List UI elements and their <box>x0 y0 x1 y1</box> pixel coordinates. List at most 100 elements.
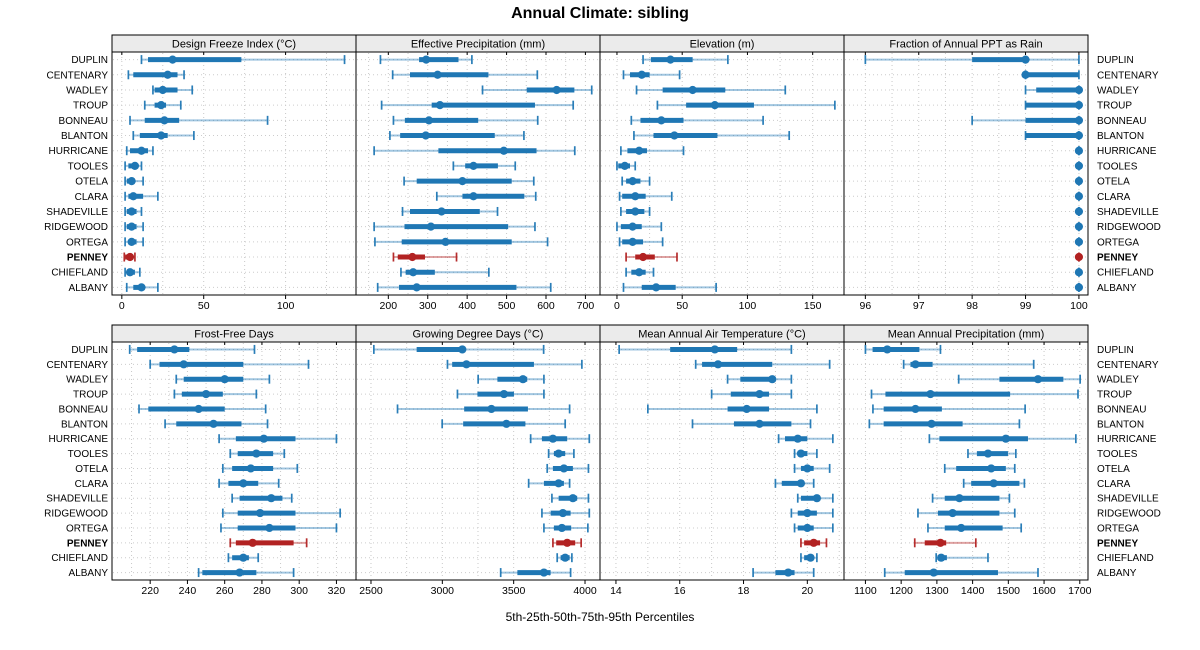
interval-row-tooles <box>124 161 143 171</box>
median-dot <box>793 434 802 443</box>
median-dot <box>1033 375 1043 384</box>
station-label-left-bonneau: BONNEAU <box>59 404 108 415</box>
interval-row-duplin <box>642 55 729 65</box>
median-dot <box>983 449 993 458</box>
median-dot <box>548 434 558 443</box>
station-label-right-chiefland: CHIEFLAND <box>1097 268 1154 279</box>
interval-row-centenary <box>694 359 831 369</box>
interval-row-duplin <box>128 344 256 354</box>
interval-row-ortega <box>927 523 1023 533</box>
interval-row-duplin <box>379 55 473 65</box>
interval-row-otela <box>621 176 651 186</box>
interval-row-albany <box>197 568 295 578</box>
interval-row-troup <box>173 389 258 399</box>
median-dot <box>554 449 563 458</box>
axis-tick-label: 3500 <box>502 585 526 597</box>
interval-row-blanton <box>389 131 525 141</box>
interval-row-shadeville <box>796 493 834 503</box>
station-label-right-duplin: DUPLIN <box>1097 55 1134 66</box>
median-dot <box>1074 176 1084 186</box>
panel-title: Mean Annual Air Temperature (°C) <box>638 329 805 341</box>
interval-row-shadeville <box>124 206 143 216</box>
interval-row-ridgewood <box>373 222 536 232</box>
axis-tick-label: 96 <box>860 300 872 312</box>
median-dot <box>267 494 276 503</box>
interval-row-ridgewood <box>541 508 591 518</box>
interval-row-shadeville <box>931 493 1011 503</box>
interval-row-chiefland <box>124 267 141 277</box>
median-dot <box>487 404 496 414</box>
axis-tick-label: 1300 <box>925 585 949 597</box>
interval-row-chiefland <box>556 553 573 563</box>
station-label-right-shadeville: SHADEVILLE <box>1097 494 1159 505</box>
median-dot <box>1074 85 1084 95</box>
axis-tick-label: 100 <box>739 300 757 312</box>
interval-row-duplin <box>372 344 545 354</box>
interval-row-troup <box>456 389 545 399</box>
interval-row-ortega <box>543 523 589 533</box>
median-dot <box>255 508 265 518</box>
median-dot <box>987 464 996 473</box>
interval-row-otela <box>403 176 535 186</box>
station-label-right-bonneau: BONNEAU <box>1097 116 1146 127</box>
station-label-right-centenary: CENTENARY <box>1097 70 1159 81</box>
station-label-right-wadley: WADLEY <box>1097 375 1139 386</box>
median-dot <box>499 389 509 399</box>
median-dot <box>170 345 179 354</box>
axis-tick-label: 600 <box>537 300 555 312</box>
station-label-left-ortega: ORTEGA <box>66 237 108 248</box>
median-dot <box>552 85 561 95</box>
interval-row-blanton <box>868 419 1021 429</box>
median-dot <box>259 434 268 443</box>
median-dot <box>137 283 146 292</box>
median-dot <box>1074 116 1084 125</box>
axis-tick-label: 20 <box>801 585 813 597</box>
axis-tick-label: 220 <box>141 585 159 597</box>
median-dot <box>620 161 629 171</box>
station-label-right-centenary: CENTENARY <box>1097 360 1159 371</box>
station-label-right-otela: OTELA <box>1097 177 1130 188</box>
axis-tick-label: 0 <box>119 300 125 312</box>
interval-row-hurricane <box>218 434 338 444</box>
station-label-right-troup: TROUP <box>1097 390 1132 401</box>
median-dot <box>927 419 936 428</box>
axis-tick-label: 1500 <box>997 585 1021 597</box>
interval-row-bonneau <box>129 115 269 125</box>
interval-row-wadley <box>726 374 793 384</box>
station-label-left-centenary: CENTENARY <box>47 70 109 81</box>
interval-row-troup <box>870 389 1079 399</box>
interval-row-penney <box>229 538 308 548</box>
interval-row-hurricane <box>620 146 685 156</box>
station-label-right-hurricane: HURRICANE <box>1097 434 1157 445</box>
station-label-left-shadeville: SHADEVILLE <box>46 207 108 218</box>
median-dot <box>158 85 167 95</box>
median-dot <box>441 237 450 246</box>
interval-row-albany <box>622 282 717 292</box>
panel-title: Effective Precipitation (mm) <box>411 39 545 51</box>
interval-row-bonneau <box>392 115 539 125</box>
median-dot <box>518 375 528 384</box>
station-label-right-ortega: ORTEGA <box>1097 523 1139 534</box>
interval-row-blanton <box>1024 131 1084 141</box>
interval-row-troup <box>656 100 836 110</box>
station-label-right-clara: CLARA <box>1097 479 1131 490</box>
panel-growing-degree-days-c: Growing Degree Days (°C) 2500 3000 3500 4000 <box>355 324 601 597</box>
panel-frame <box>599 341 845 581</box>
interval-row-centenary <box>446 359 583 369</box>
median-dot <box>1074 268 1084 277</box>
median-dot <box>929 568 938 577</box>
axis-tick-label: 280 <box>253 585 271 597</box>
median-dot <box>957 523 966 533</box>
panel-design-freeze-index-c: Design Freeze Index (°C) 0 50 100 <box>111 34 357 312</box>
median-dot <box>194 404 203 414</box>
interval-row-centenary <box>1021 70 1080 80</box>
chart-title: Annual Climate: sibling <box>511 5 689 22</box>
panel-fraction-of-annual-ppt-as-rain: Fraction of Annual PPT as Rain 96 97 98 99 10… <box>843 34 1089 312</box>
interval-row-albany <box>499 568 572 578</box>
station-label-right-wadley: WADLEY <box>1097 85 1139 96</box>
axis-tick-label: 260 <box>216 585 234 597</box>
interval-row-bonneau <box>971 115 1084 125</box>
panel-elevation-m: Elevation (m) 0 50 100 150 <box>599 34 845 312</box>
interval-row-clara <box>218 478 280 488</box>
